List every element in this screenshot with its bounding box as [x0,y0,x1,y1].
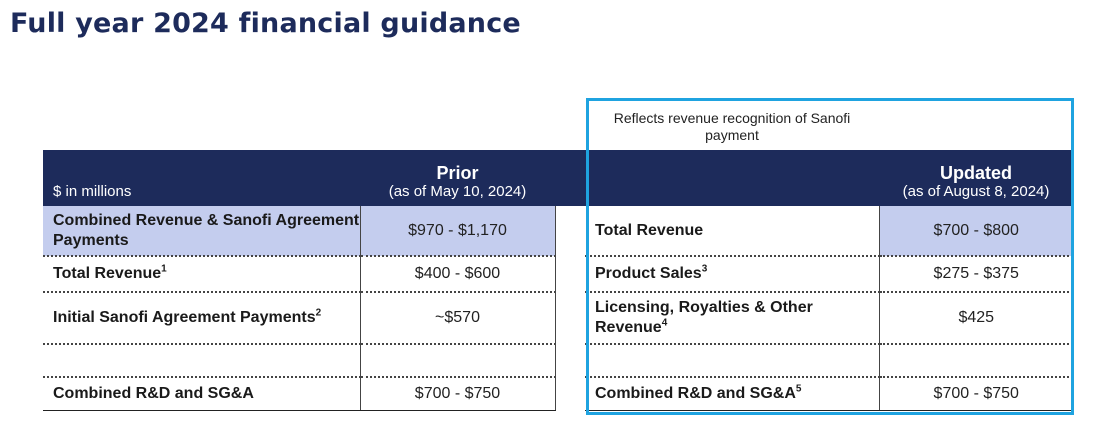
page-title: Full year 2024 financial guidance [10,8,521,39]
row-gap [554,377,585,411]
updated-row-value [879,344,1073,378]
revenue-recognition-note: Reflects revenue recognition of Sanofi p… [613,110,851,143]
updated-row-label: Total Revenue [585,206,880,257]
updated-row-label [585,344,880,378]
table-row [43,344,1073,378]
prior-header-sub: (as of May 10, 2024) [388,183,527,200]
updated-row-value: $425 [879,292,1073,345]
updated-row-label: Combined R&D and SG&A5 [585,377,880,411]
updated-header: Updated (as of August 8, 2024) [879,150,1073,206]
guidance-table: $ in millions Prior (as of May 10, 2024)… [43,150,1073,411]
prior-header: Prior (as of May 10, 2024) [360,150,555,206]
table-row: Initial Sanofi Agreement Payments2 ~$570… [43,292,1073,345]
updated-header-main: Updated [940,163,1012,183]
prior-row-label: Combined R&D and SG&A [43,377,361,411]
prior-row-label: Initial Sanofi Agreement Payments2 [43,292,361,345]
updated-row-label: Licensing, Royalties & Other Revenue4 [585,292,880,345]
updated-row-value: $275 - $375 [879,256,1073,293]
row-gap [554,206,585,256]
prior-row-label [43,344,361,378]
updated-header-sub: (as of August 8, 2024) [902,183,1050,200]
prior-row-value: $400 - $600 [360,256,555,293]
updated-label-header [585,150,879,206]
table-header-row: $ in millions Prior (as of May 10, 2024)… [43,150,1073,206]
updated-row-label: Product Sales3 [585,256,880,293]
row-gap [554,292,585,344]
table-row: Combined Revenue & Sanofi Agreement Paym… [43,206,1073,257]
units-header: $ in millions [43,150,360,206]
prior-row-value: $970 - $1,170 [360,206,555,257]
row-gap [554,344,585,377]
header-gap [555,150,585,206]
prior-row-value: $700 - $750 [360,377,555,411]
updated-row-value: $700 - $750 [879,377,1073,411]
table-row: Total Revenue1 $400 - $600 Product Sales… [43,256,1073,293]
updated-row-value: $700 - $800 [879,206,1073,257]
row-gap [554,256,585,292]
prior-header-main: Prior [436,163,479,183]
table-row: Combined R&D and SG&A $700 - $750 Combin… [43,377,1073,411]
prior-row-value: ~$570 [360,292,555,345]
prior-row-value [360,344,555,378]
prior-row-label: Total Revenue1 [43,256,361,293]
prior-row-label: Combined Revenue & Sanofi Agreement Paym… [43,206,361,257]
